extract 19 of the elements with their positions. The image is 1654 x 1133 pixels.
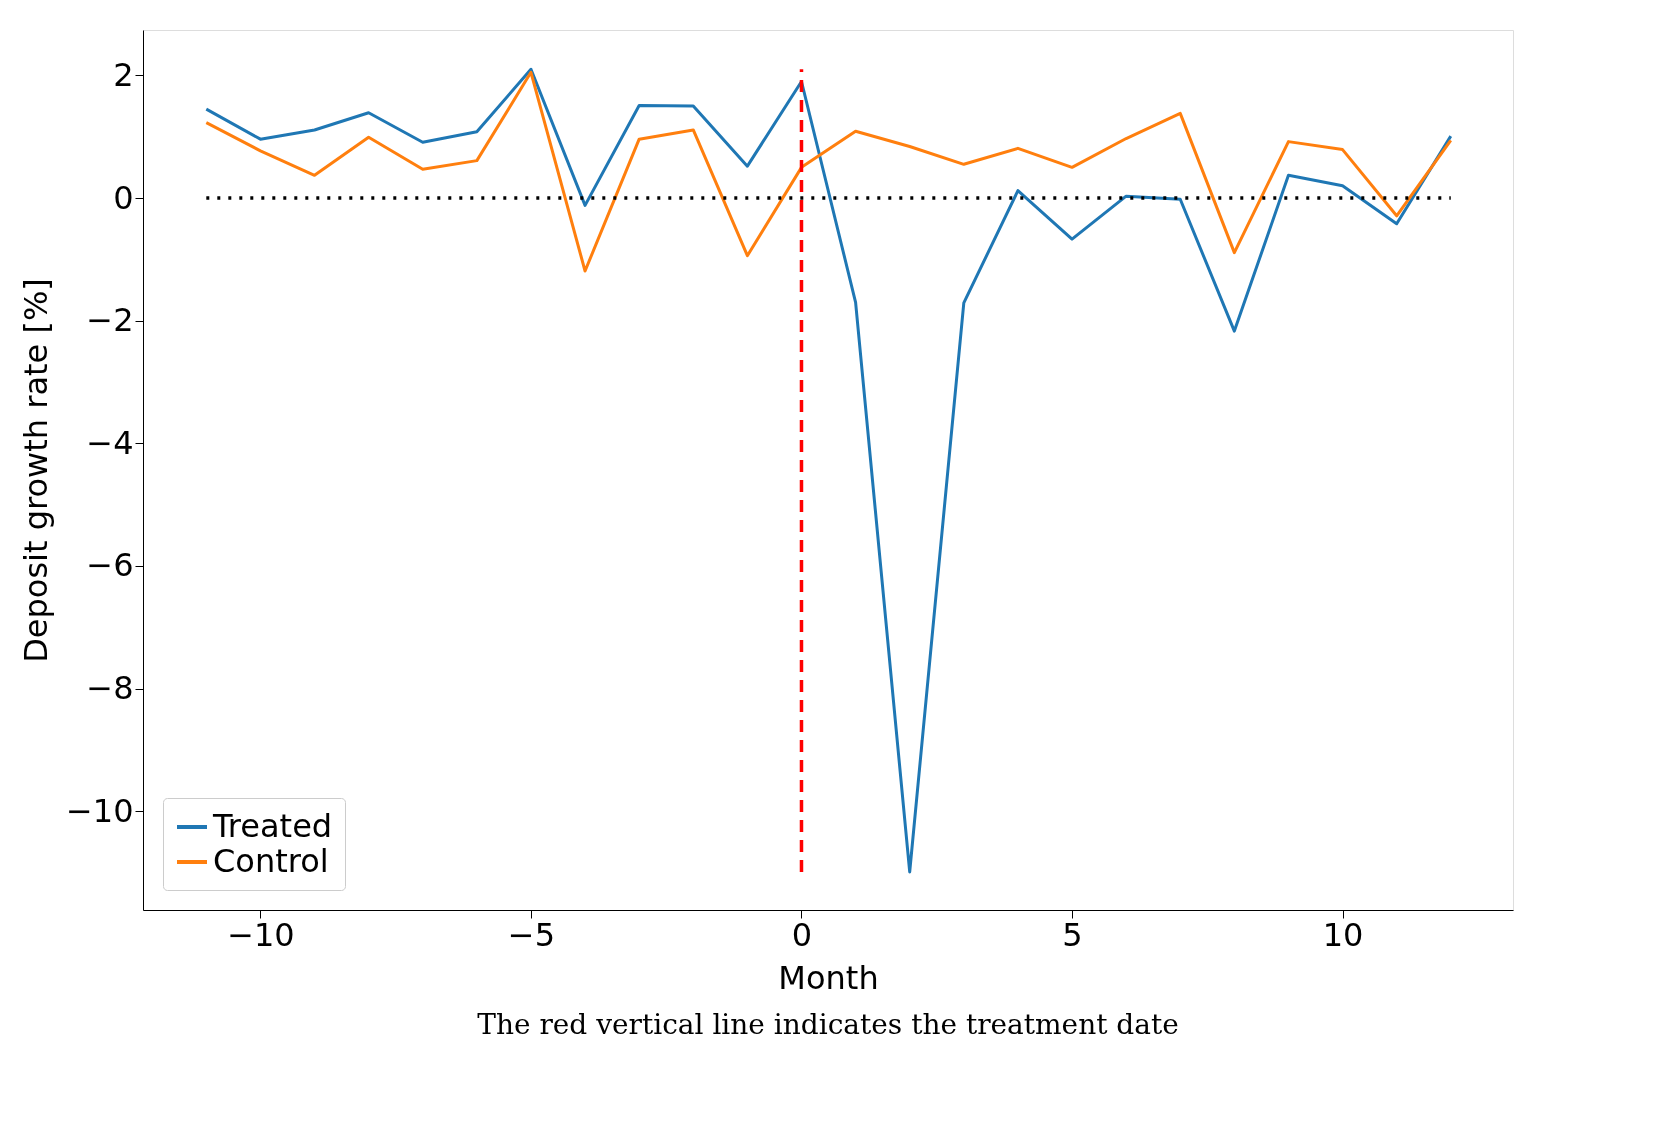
line-series: [204, 70, 1453, 273]
y-tick-label: −8: [86, 669, 134, 708]
y-tick-label: 0: [113, 178, 134, 217]
y-tick-label: −6: [86, 546, 134, 585]
legend-label: Control: [213, 842, 329, 880]
x-tick-label: 5: [1062, 915, 1083, 954]
line-series: [204, 67, 1453, 874]
y-tick-label: −4: [86, 423, 134, 462]
y-tick-label: −10: [65, 791, 134, 830]
legend-label: Treated: [212, 807, 333, 845]
text: The red vertical line indicates the treatment date: [477, 1008, 1179, 1041]
y-axis-title: Deposit growth rate [%]: [16, 278, 55, 663]
y-tick-label: 2: [113, 55, 134, 94]
x-tick-label: −10: [227, 915, 295, 954]
x-tick-label: −5: [507, 915, 556, 954]
x-tick-label: 10: [1322, 915, 1364, 954]
y-tick-label: −2: [86, 301, 134, 340]
x-tick-label: 0: [791, 915, 813, 954]
x-axis-title: Month: [778, 958, 879, 997]
